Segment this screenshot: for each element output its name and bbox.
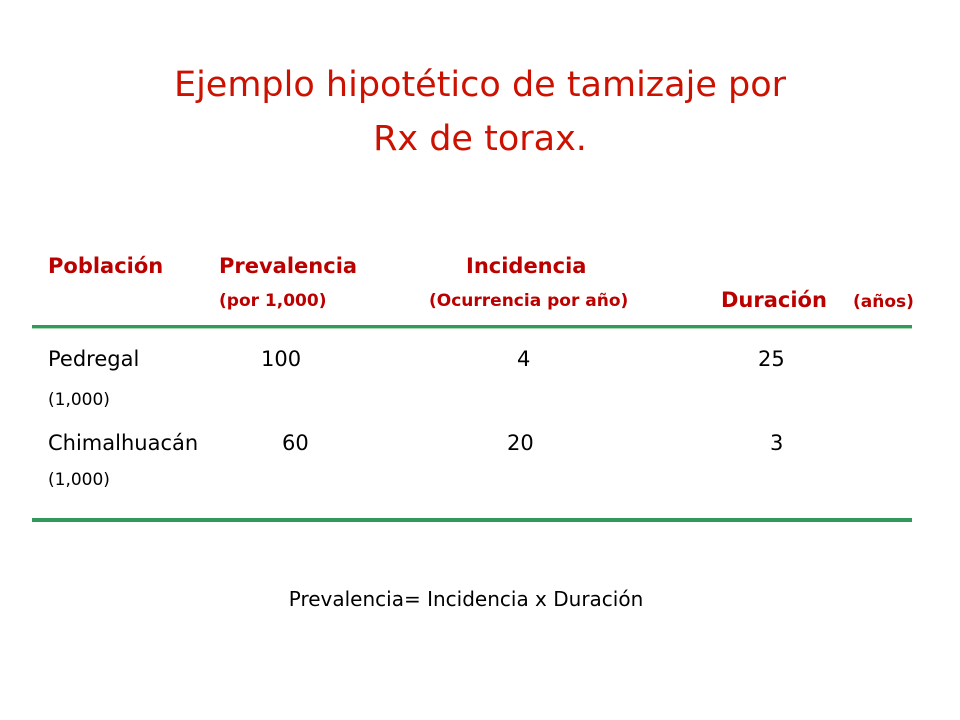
row-incidencia: 4 xyxy=(517,347,531,371)
header-poblacion: Población xyxy=(48,254,164,278)
row-duracion: 3 xyxy=(770,431,784,455)
row-duracion: 25 xyxy=(758,347,785,371)
header-prevalencia: Prevalencia xyxy=(219,254,358,278)
table-top-rule xyxy=(32,325,912,329)
row-poblacion: Pedregal xyxy=(48,347,140,371)
row-incidencia: 20 xyxy=(507,431,534,455)
header-incidencia-unit: (Ocurrencia por año) xyxy=(429,291,629,311)
slide-title-line-1: Ejemplo hipotético de tamizaje por xyxy=(173,65,787,105)
row-prevalencia: 100 xyxy=(261,347,302,371)
formula-text: Prevalencia= Incidencia x Duración xyxy=(288,587,644,611)
table-bottom-rule xyxy=(32,518,912,522)
header-duracion-unit: (años) xyxy=(853,292,914,312)
header-duracion: Duración xyxy=(721,288,827,312)
slide-title-line-2: Rx de torax. xyxy=(373,119,587,159)
header-prevalencia-unit: (por 1,000) xyxy=(219,291,327,311)
row-prevalencia: 60 xyxy=(282,431,309,455)
row-poblacion-size: (1,000) xyxy=(48,390,110,410)
header-incidencia: Incidencia xyxy=(466,254,587,278)
row-poblacion-size: (1,000) xyxy=(48,470,110,490)
row-poblacion: Chimalhuacán xyxy=(48,431,199,455)
